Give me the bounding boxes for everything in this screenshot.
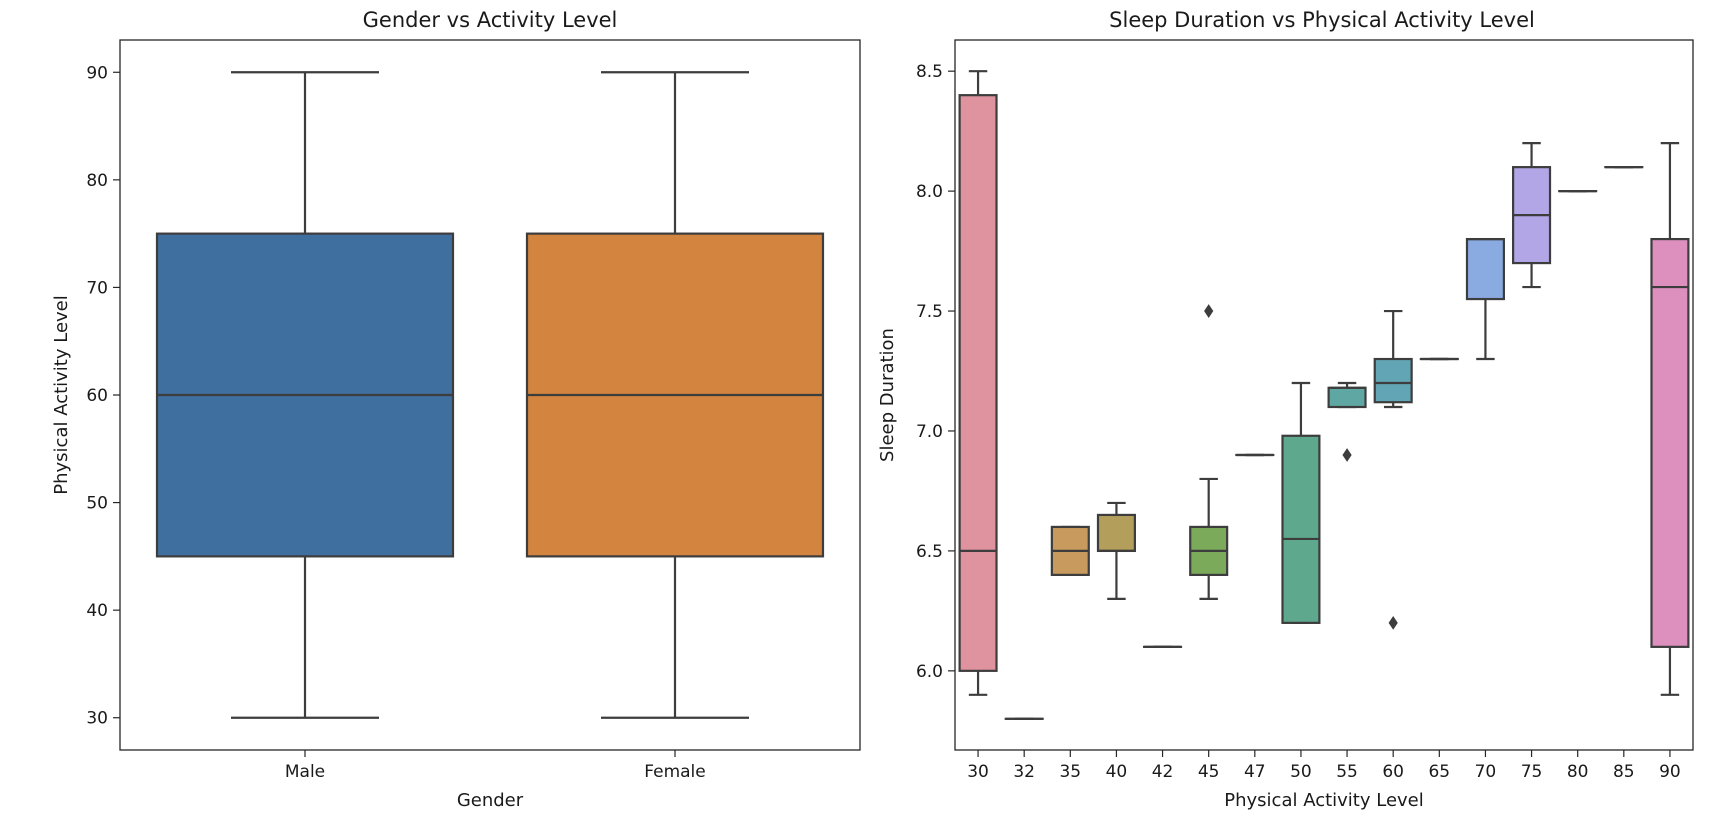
chart-left-x-label: Gender [457,790,524,811]
y-tick-label: 8.5 [916,62,943,82]
chart-right-plot-frame [954,39,1694,751]
x-tick-label: 55 [1336,762,1358,782]
box-iqr [1327,386,1367,409]
chart-right-x-label: Physical Activity Level [1224,790,1424,811]
box-Female [525,71,825,719]
x-tick-label: 70 [1475,762,1497,782]
x-tick-label: 35 [1059,762,1081,782]
chart-right-boxes [958,70,1690,720]
y-tick-label: 40 [86,601,108,621]
chart-right-title: Sleep Duration vs Physical Activity Leve… [1109,8,1535,32]
y-tick-label: 30 [86,709,108,729]
box-70 [1465,237,1505,361]
x-tick-label: 75 [1521,762,1543,782]
chart-right-y-ticks: 6.0 6.5 7.0 7.5 8.0 8.5 [916,62,955,682]
y-tick-label: 90 [86,63,108,83]
x-tick-label: 85 [1613,762,1635,782]
chart-left-y-label: Physical Activity Level [51,295,72,495]
x-tick-label: 45 [1198,762,1220,782]
x-tick-label: 90 [1659,762,1681,782]
y-tick-label: 6.5 [916,542,943,562]
x-tick-label: Female [644,762,705,782]
x-tick-label: 65 [1428,762,1450,782]
box-35 [1050,525,1090,576]
box-30 [958,70,998,696]
chart-left-x-ticks: Male Female [285,750,706,782]
x-tick-label: 80 [1567,762,1589,782]
y-tick-label: 60 [86,386,108,406]
chart-left-y-ticks: 30 40 50 60 70 80 90 [86,63,120,729]
x-tick-label: 32 [1013,762,1035,782]
chart-right: Sleep Duration vs Physical Activity Leve… [877,8,1694,811]
outlier-point [1204,304,1214,318]
x-tick-label: 60 [1382,762,1404,782]
x-tick-label: 50 [1290,762,1312,782]
x-tick-label: 30 [967,762,989,782]
box-iqr [958,94,998,672]
box-55 [1327,381,1367,462]
x-tick-label: Male [285,762,325,782]
y-tick-label: 7.0 [916,422,943,442]
box-90 [1650,142,1690,696]
chart-left-boxes [155,71,825,719]
y-tick-label: 80 [86,171,108,191]
box-Male [155,71,455,719]
box-iqr [1465,237,1505,301]
box-45 [1189,304,1229,600]
chart-right-y-label: Sleep Duration [877,328,898,462]
y-tick-label: 6.0 [916,662,943,682]
box-60 [1373,309,1413,630]
y-tick-label: 50 [86,494,108,514]
box-iqr [1096,513,1136,553]
chart-left-title: Gender vs Activity Level [363,8,618,32]
box-75 [1512,142,1552,289]
outlier-point [1342,448,1352,462]
x-tick-label: 47 [1244,762,1266,782]
box-iqr [1373,357,1413,404]
box-50 [1281,381,1321,624]
box-40 [1096,501,1136,600]
y-tick-label: 8.0 [916,182,943,202]
y-tick-label: 70 [86,278,108,298]
box-iqr [1281,434,1321,624]
y-tick-label: 7.5 [916,302,943,322]
x-tick-label: 40 [1106,762,1128,782]
x-tick-label: 42 [1152,762,1174,782]
box-iqr [1650,237,1690,648]
chart-right-x-ticks: 30 32 35 40 42 45 47 50 55 60 65 70 75 80 85 90 [967,750,1681,782]
chart-left: Gender vs Activity Level 30405060708090 … [51,8,861,811]
outlier-point [1388,615,1398,630]
